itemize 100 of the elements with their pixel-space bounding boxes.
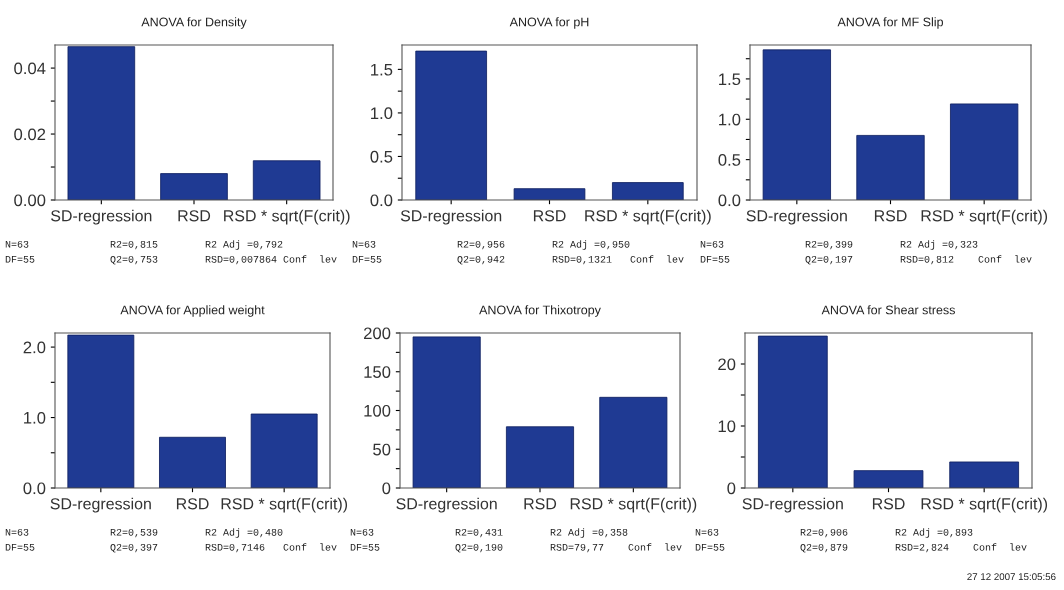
x-tick-label: SD-regression: [742, 497, 843, 513]
y-tick-label: 200: [364, 327, 391, 340]
bar: [415, 50, 487, 200]
y-tick-label: 1.5: [371, 63, 393, 76]
text: RSD=0,812 Conf lev: [900, 255, 1032, 265]
chart-title: ANOVA for Density: [141, 17, 247, 29]
bar: [612, 182, 684, 200]
text: Q2=0,753: [110, 255, 158, 265]
x-tick-label: RSD * sqrt(F(crit)): [224, 209, 350, 225]
text: RSD=0,1321 Conf lev: [552, 255, 684, 265]
text: Q2=0,197: [805, 255, 853, 265]
y-tick-label: 20: [718, 358, 736, 371]
x-tick-label: RSD: [533, 210, 566, 222]
y-tick-label: 100: [364, 404, 391, 417]
text: R2 Adj =0,323: [900, 240, 978, 250]
y-tick-label: 0: [382, 482, 391, 495]
y-tick-label: 1.0: [719, 113, 741, 126]
text: RSD=2,824 Conf lev: [895, 543, 1027, 553]
x-tick-label: RSD * sqrt(F(crit)): [585, 209, 711, 225]
chart-title: ANOVA for Shear stress: [821, 305, 955, 315]
bar: [250, 413, 318, 488]
y-tick-label: 2.0: [23, 341, 46, 354]
bar: [949, 461, 1020, 488]
y-tick-label: 10: [718, 420, 736, 433]
text: DF=55: [5, 544, 35, 551]
x-tick-label: RSD: [178, 210, 211, 222]
text: N=63: [5, 528, 29, 536]
text: R2=0,539: [110, 528, 158, 538]
y-tick-label: 1.0: [371, 107, 393, 120]
text: DF=55: [695, 544, 725, 551]
text: N=63: [700, 240, 724, 248]
chart-title: ANOVA for MF Slip: [837, 17, 943, 29]
y-tick-label: 0.02: [14, 128, 46, 141]
text: R2=0,906: [800, 528, 848, 538]
text: DF=55: [700, 256, 730, 263]
text: N=63: [695, 528, 719, 536]
x-tick-label: RSD * sqrt(F(crit)): [221, 497, 348, 513]
x-tick-label: SD-regression: [396, 497, 497, 513]
text: RSD=0,7146 Conf lev: [205, 543, 337, 553]
x-tick-label: RSD * sqrt(F(crit)): [921, 209, 1048, 225]
bar: [599, 396, 668, 488]
text: R2=0,431: [455, 528, 503, 538]
text: RSD=0,007864 Conf lev: [205, 255, 337, 265]
text: N=63: [5, 240, 29, 248]
x-tick-label: RSD: [872, 498, 905, 510]
y-tick-label: 150: [364, 366, 391, 378]
y-tick-label: 0.5: [718, 154, 741, 166]
y-tick-label: 50: [373, 443, 391, 456]
bar: [67, 46, 136, 200]
x-tick-label: SD-regression: [746, 209, 847, 225]
chart-title: ANOVA for pH: [509, 17, 589, 29]
text: 27 12 2007 15:05:56: [967, 573, 1056, 581]
text: N=63: [350, 528, 374, 536]
bar: [762, 49, 831, 200]
bar: [757, 335, 828, 488]
x-tick-label: RSD * sqrt(F(crit)): [921, 497, 1048, 513]
text: DF=55: [5, 256, 35, 263]
bar: [950, 103, 1019, 200]
bar: [853, 470, 924, 488]
text: DF=55: [352, 256, 382, 263]
bar: [159, 436, 226, 488]
text: R2 Adj =0,792: [205, 240, 283, 250]
chart-title: ANOVA for Applied weight: [120, 305, 265, 317]
bar: [856, 135, 925, 200]
y-tick-label: 1.0: [24, 411, 46, 424]
y-tick-label: 0.00: [14, 194, 46, 207]
text: R2 Adj =0,480: [205, 528, 283, 538]
text: R2=0,399: [805, 240, 853, 250]
text: Q2=0,879: [800, 543, 848, 553]
bar: [513, 188, 586, 200]
x-tick-label: SD-regression: [51, 209, 152, 225]
text: Q2=0,397: [110, 543, 158, 553]
bar: [505, 426, 575, 488]
y-tick-label: 0.0: [718, 194, 741, 207]
text: N=63: [352, 240, 376, 248]
y-tick-label: 0.04: [14, 62, 46, 75]
x-tick-label: RSD: [524, 498, 557, 510]
y-tick-label: 1.5: [719, 73, 741, 86]
y-tick-label: 0.0: [23, 482, 46, 495]
x-tick-label: RSD: [176, 498, 209, 510]
text: DF=55: [350, 544, 380, 551]
text: R2=0,815: [110, 240, 158, 250]
x-tick-label: RSD: [874, 210, 907, 222]
chart-title: ANOVA for Thixotropy: [479, 305, 601, 317]
y-tick-label: 0.0: [370, 194, 393, 207]
text: R2 Adj =0,893: [895, 528, 973, 538]
text: R2 Adj =0,950: [552, 240, 630, 250]
y-tick-label: 0.5: [370, 150, 393, 163]
text: R2 Adj =0,358: [550, 528, 628, 538]
x-tick-label: RSD * sqrt(F(crit)): [570, 497, 697, 513]
text: Q2=0,942: [457, 255, 505, 265]
y-tick-label: 0: [727, 482, 736, 495]
bar: [67, 334, 135, 488]
bar: [160, 173, 228, 200]
text: R2=0,956: [457, 240, 505, 250]
x-tick-label: SD-regression: [400, 209, 502, 225]
text: Q2=0,190: [455, 543, 503, 553]
bar: [252, 160, 321, 200]
x-tick-label: SD-regression: [50, 497, 151, 513]
text: RSD=79,77 Conf lev: [550, 543, 682, 553]
